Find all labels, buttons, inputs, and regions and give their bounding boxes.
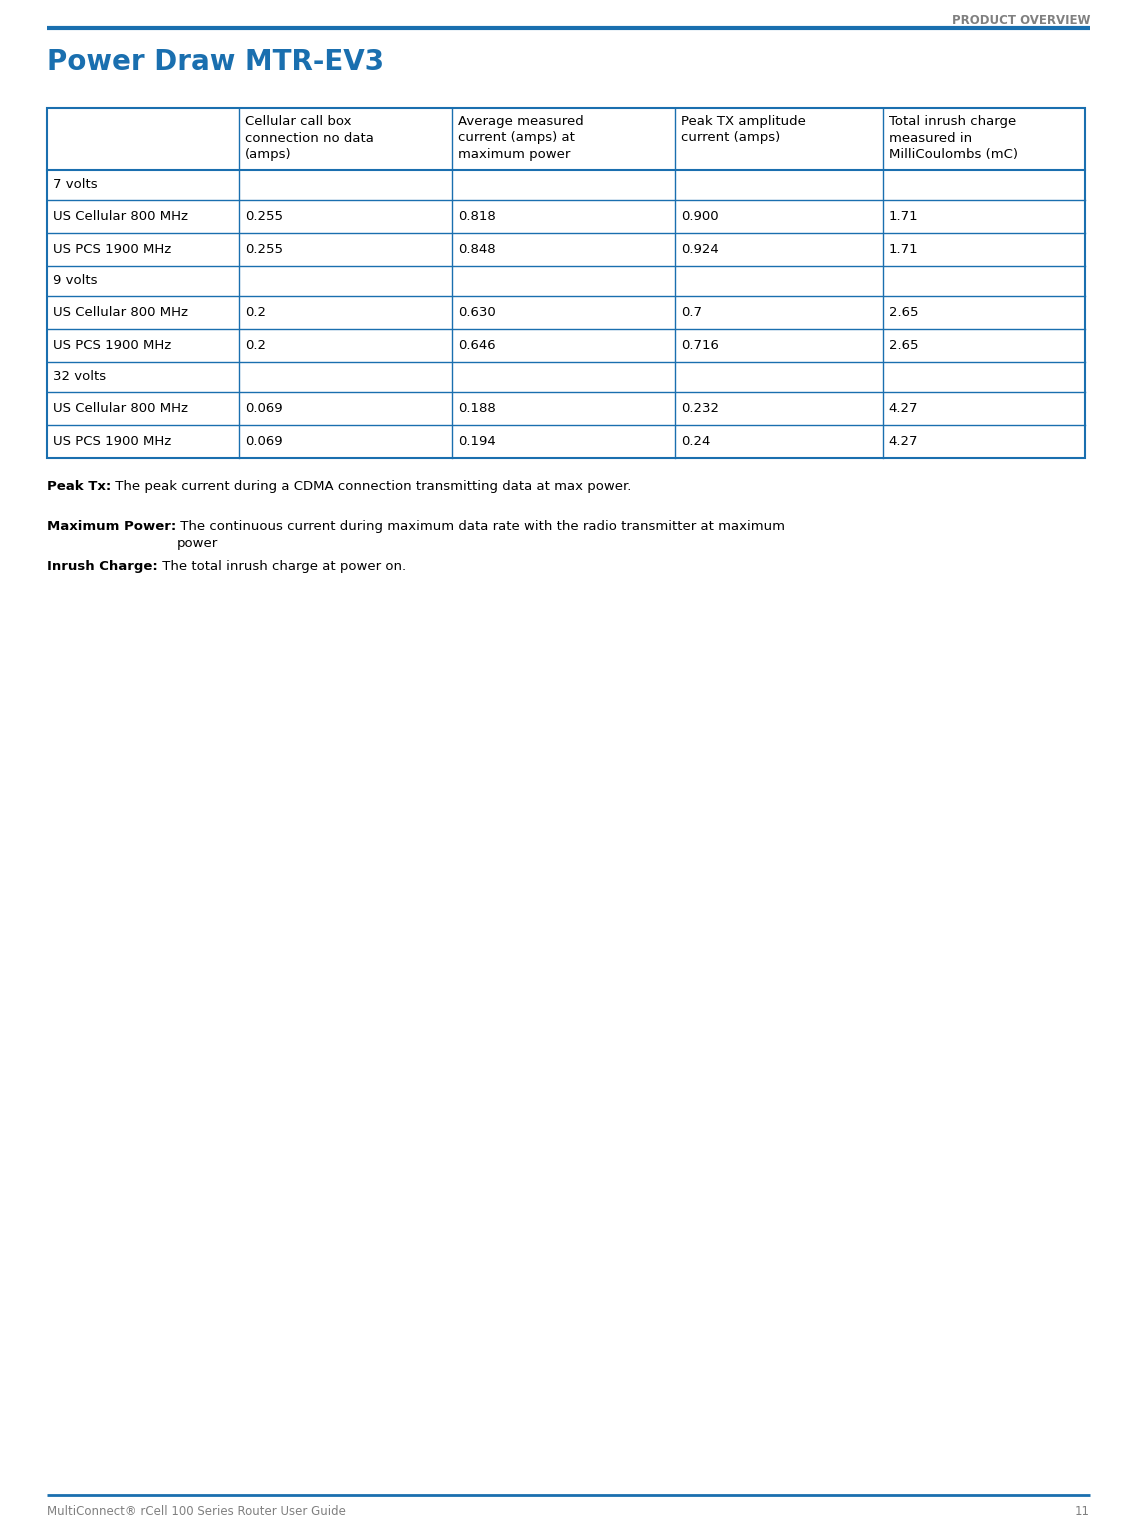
Text: MultiConnect® rCell 100 Series Router User Guide: MultiConnect® rCell 100 Series Router Us…	[47, 1505, 346, 1517]
Text: 0.7: 0.7	[680, 306, 702, 320]
Text: US Cellular 800 MHz: US Cellular 800 MHz	[53, 306, 188, 320]
Text: 1.71: 1.71	[889, 244, 918, 256]
Text: Cellular call box
connection no data
(amps): Cellular call box connection no data (am…	[245, 116, 374, 161]
Bar	[47, 108, 1085, 458]
Text: 0.646: 0.646	[457, 339, 495, 352]
Text: US Cellular 800 MHz: US Cellular 800 MHz	[53, 210, 188, 224]
Text: The continuous current during maximum data rate with the radio transmitter at ma: The continuous current during maximum da…	[176, 521, 785, 549]
Text: 9 volts: 9 volts	[53, 274, 98, 288]
Text: 0.2: 0.2	[245, 306, 266, 320]
Text: 32 volts: 32 volts	[53, 370, 106, 384]
Text: 0.716: 0.716	[680, 339, 719, 352]
Text: US PCS 1900 MHz: US PCS 1900 MHz	[53, 244, 172, 256]
Text: 4.27: 4.27	[889, 402, 918, 416]
Text: 7 volts: 7 volts	[53, 178, 98, 192]
Text: Maximum Power:: Maximum Power:	[47, 521, 176, 533]
Text: Total inrush charge
measured in
MilliCoulombs (mC): Total inrush charge measured in MilliCou…	[889, 116, 1018, 161]
Text: 2.65: 2.65	[889, 306, 918, 320]
Text: 1.71: 1.71	[889, 210, 918, 224]
Text: Inrush Charge:: Inrush Charge:	[47, 560, 158, 572]
Text: 0.194: 0.194	[457, 435, 495, 447]
Text: 4.27: 4.27	[889, 435, 918, 447]
Text: US PCS 1900 MHz: US PCS 1900 MHz	[53, 435, 172, 447]
Text: 2.65: 2.65	[889, 339, 918, 352]
Text: 0.630: 0.630	[457, 306, 495, 320]
Text: 11: 11	[1075, 1505, 1090, 1517]
Text: The total inrush charge at power on.: The total inrush charge at power on.	[158, 560, 406, 572]
Text: 0.069: 0.069	[245, 402, 282, 416]
Text: 0.818: 0.818	[457, 210, 495, 224]
Text: PRODUCT OVERVIEW: PRODUCT OVERVIEW	[952, 14, 1090, 27]
Text: Average measured
current (amps) at
maximum power: Average measured current (amps) at maxim…	[457, 116, 584, 161]
Text: 0.255: 0.255	[245, 244, 282, 256]
Text: 0.2: 0.2	[245, 339, 266, 352]
Text: 0.900: 0.900	[680, 210, 719, 224]
Text: US PCS 1900 MHz: US PCS 1900 MHz	[53, 339, 172, 352]
Text: Power Draw MTR-EV3: Power Draw MTR-EV3	[47, 49, 385, 76]
Text: 0.24: 0.24	[680, 435, 711, 447]
Text: The peak current during a CDMA connection transmitting data at max power.: The peak current during a CDMA connectio…	[111, 479, 631, 493]
Text: US Cellular 800 MHz: US Cellular 800 MHz	[53, 402, 188, 416]
Text: 0.255: 0.255	[245, 210, 282, 224]
Text: Peak Tx:: Peak Tx:	[47, 479, 111, 493]
Text: 0.924: 0.924	[680, 244, 719, 256]
Text: 0.069: 0.069	[245, 435, 282, 447]
Text: 0.232: 0.232	[680, 402, 719, 416]
Text: 0.188: 0.188	[457, 402, 495, 416]
Text: Peak TX amplitude
current (amps): Peak TX amplitude current (amps)	[680, 116, 806, 145]
Text: 0.848: 0.848	[457, 244, 495, 256]
